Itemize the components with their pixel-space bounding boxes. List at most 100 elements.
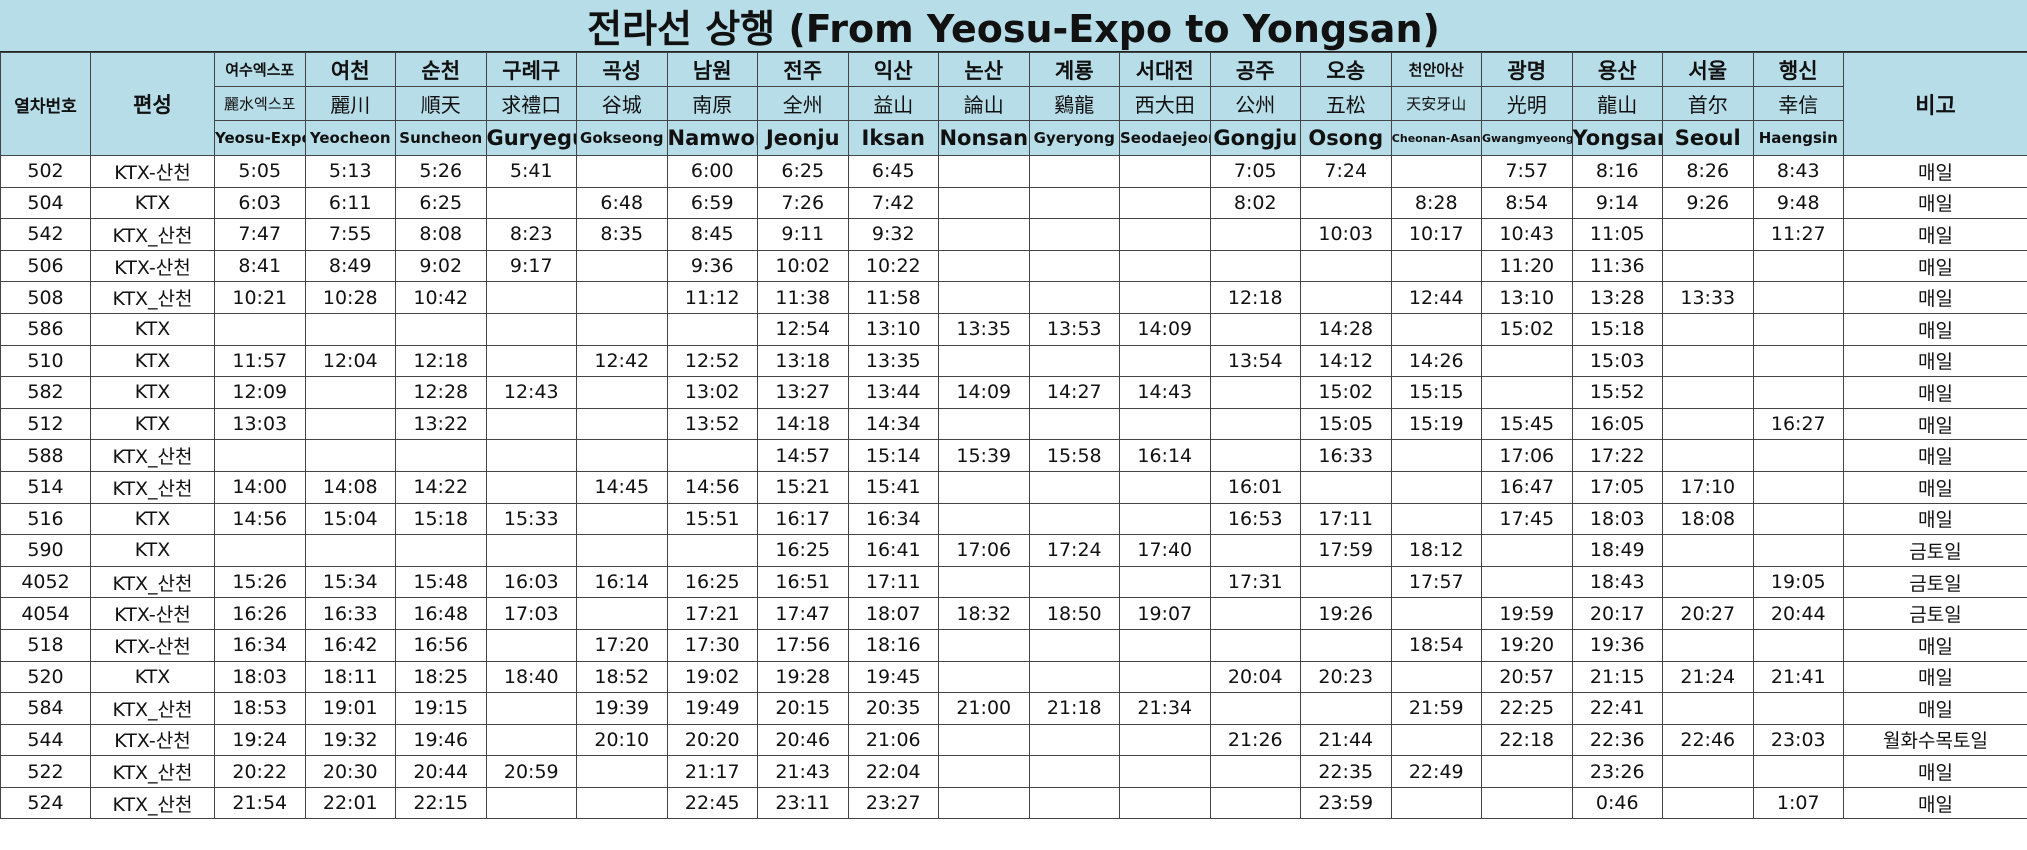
time-cell: 8:02 bbox=[1209, 186, 1301, 220]
time-cell: 13:18 bbox=[757, 344, 849, 378]
time-cell: 6:59 bbox=[666, 186, 758, 220]
note: 매일 bbox=[1843, 628, 2027, 662]
train-number: 506 bbox=[0, 249, 91, 283]
time-cell: 12:43 bbox=[485, 376, 577, 409]
train-number: 508 bbox=[0, 281, 91, 314]
time-cell bbox=[938, 628, 1030, 662]
note: 매일 bbox=[1843, 470, 2027, 504]
time-cell: 22:35 bbox=[1300, 755, 1392, 788]
station-en: Seodaejeon bbox=[1119, 120, 1211, 156]
time-cell: 15:41 bbox=[847, 470, 939, 504]
time-cell bbox=[1752, 439, 1844, 472]
time-cell: 23:27 bbox=[847, 786, 939, 820]
note: 매일 bbox=[1843, 692, 2027, 725]
time-cell: 14:09 bbox=[938, 376, 1030, 409]
time-cell: 19:01 bbox=[304, 692, 396, 725]
time-cell: 16:51 bbox=[757, 565, 849, 599]
time-cell bbox=[485, 186, 577, 220]
time-cell bbox=[1028, 660, 1120, 694]
time-cell: 14:56 bbox=[214, 502, 306, 536]
time-cell bbox=[1752, 755, 1844, 788]
formation: KTX_산천 bbox=[90, 786, 215, 820]
time-cell bbox=[1028, 407, 1120, 441]
time-cell: 20:10 bbox=[576, 723, 668, 757]
time-cell: 13:53 bbox=[1028, 312, 1120, 346]
time-cell bbox=[485, 628, 577, 662]
time-cell: 18:32 bbox=[938, 597, 1030, 630]
station-ko: 전주 bbox=[757, 52, 849, 87]
time-cell: 9:26 bbox=[1662, 186, 1754, 220]
time-cell: 14:57 bbox=[757, 439, 849, 472]
time-cell: 15:04 bbox=[304, 502, 396, 536]
station-en: Haengsin bbox=[1752, 120, 1844, 156]
station-hanja: 論山 bbox=[938, 86, 1030, 121]
header-row: Yeosu-ExpoYeocheonSuncheonGuryeguGokseon… bbox=[1, 120, 2027, 156]
time-cell: 17:22 bbox=[1571, 439, 1663, 472]
time-cell bbox=[1119, 755, 1211, 788]
time-cell: 10:03 bbox=[1300, 218, 1392, 251]
note: 금토일 bbox=[1843, 597, 2027, 630]
train-row: 504 KTX 6:03 6:11 6:25 6:48 6:59 7:26 7:42 8:02 8:… bbox=[0, 186, 2027, 220]
train-number: 502 bbox=[0, 155, 91, 188]
time-cell: 19:07 bbox=[1119, 597, 1211, 630]
train-row: 516 KTX 14:56 15:04 15:18 15:33 15:51 16:17 16:3… bbox=[0, 502, 2027, 536]
time-cell: 16:25 bbox=[757, 534, 849, 567]
station-ko: 구례구 bbox=[485, 52, 577, 87]
time-cell: 9:32 bbox=[847, 218, 939, 251]
station-en: Iksan bbox=[847, 120, 939, 156]
station-hanja: 求禮口 bbox=[485, 86, 577, 121]
note: 매일 bbox=[1843, 218, 2027, 251]
time-cell: 22:36 bbox=[1571, 723, 1663, 757]
station-en: Jeonju bbox=[757, 120, 849, 156]
time-cell: 18:12 bbox=[1390, 534, 1482, 567]
train-number: 518 bbox=[0, 628, 91, 662]
note: 월화수목토일 bbox=[1843, 723, 2027, 757]
time-cell: 15:15 bbox=[1390, 376, 1482, 409]
station-hanja: 麗水엑스포 bbox=[214, 86, 306, 121]
time-cell: 13:02 bbox=[666, 376, 758, 409]
time-cell bbox=[938, 755, 1030, 788]
time-cell bbox=[938, 660, 1030, 694]
time-cell: 22:25 bbox=[1481, 692, 1573, 725]
station-ko: 곡성 bbox=[576, 52, 668, 87]
train-row: 590 KTX 16:25 16:41 17:06 17:24 17:40 17:59 18:1… bbox=[0, 534, 2027, 567]
train-number: 590 bbox=[0, 534, 91, 567]
time-cell: 22:15 bbox=[395, 786, 487, 820]
train-number: 542 bbox=[0, 218, 91, 251]
formation: KTX bbox=[90, 344, 215, 378]
formation: KTX bbox=[90, 407, 215, 441]
time-cell bbox=[1481, 534, 1573, 567]
time-cell bbox=[1481, 565, 1573, 599]
formation: KTX_산천 bbox=[90, 692, 215, 725]
time-cell bbox=[1662, 376, 1754, 409]
time-cell bbox=[576, 376, 668, 409]
station-hanja: 公州 bbox=[1209, 86, 1301, 121]
formation: KTX-산천 bbox=[90, 597, 215, 630]
station-ko: 남원 bbox=[666, 52, 758, 87]
time-cell: 5:41 bbox=[485, 155, 577, 188]
time-cell: 15:19 bbox=[1390, 407, 1482, 441]
time-cell: 13:22 bbox=[395, 407, 487, 441]
time-cell bbox=[304, 407, 396, 441]
time-cell bbox=[1028, 249, 1120, 283]
time-cell bbox=[1752, 692, 1844, 725]
time-cell: 8:54 bbox=[1481, 186, 1573, 220]
time-cell bbox=[666, 439, 758, 472]
time-cell: 21:06 bbox=[847, 723, 939, 757]
time-cell: 9:36 bbox=[666, 249, 758, 283]
train-number: 4054 bbox=[0, 597, 91, 630]
time-cell bbox=[1390, 502, 1482, 536]
time-cell bbox=[1028, 281, 1120, 314]
time-cell bbox=[1028, 470, 1120, 504]
time-cell bbox=[1209, 692, 1301, 725]
time-cell bbox=[1119, 723, 1211, 757]
time-cell: 14:12 bbox=[1300, 344, 1392, 378]
station-hanja: 麗川 bbox=[304, 86, 396, 121]
station-en: Cheonan-Asan bbox=[1390, 120, 1482, 156]
time-cell bbox=[1662, 344, 1754, 378]
time-cell bbox=[1662, 249, 1754, 283]
note: 매일 bbox=[1843, 407, 2027, 441]
time-cell: 9:17 bbox=[485, 249, 577, 283]
station-ko: 오송 bbox=[1300, 52, 1392, 87]
time-cell: 17:31 bbox=[1209, 565, 1301, 599]
